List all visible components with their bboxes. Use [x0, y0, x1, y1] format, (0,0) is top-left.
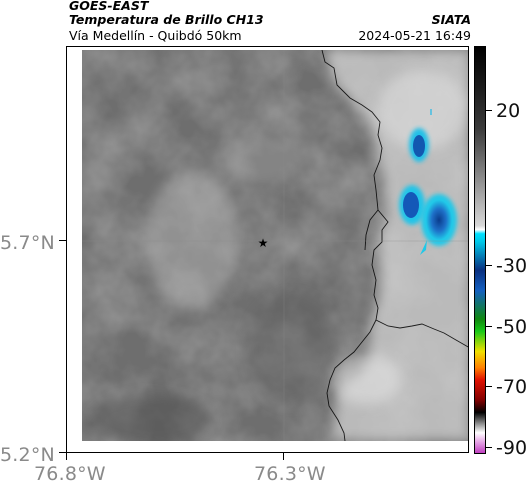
colorbar-label: -90 [496, 437, 526, 459]
colorbar-label: -30 [496, 255, 526, 277]
colorbar-label: -70 [496, 376, 526, 398]
brightness-temperature-image: ★ [82, 50, 468, 441]
x-tick-label: 76.3°W [254, 463, 326, 485]
colorbar-label: -50 [496, 316, 526, 338]
x-tick-mark [66, 453, 67, 460]
timestamp-label: 2024-05-21 16:49 [358, 28, 471, 43]
star-icon[interactable]: ★ [258, 236, 269, 250]
y-tick-mark [59, 452, 66, 453]
colorbar-tick [486, 447, 492, 448]
colorbar [474, 46, 486, 454]
satellite-map[interactable]: ★ [66, 46, 469, 453]
y-tick-label: 5.2°N [0, 444, 55, 466]
colorbar-label: 20 [496, 100, 521, 122]
x-tick-mark [283, 453, 284, 460]
product-title: Temperatura de Brillo CH13 [69, 12, 264, 27]
colorbar-tick [486, 265, 492, 266]
organization-label: SIATA [431, 12, 471, 27]
colorbar-tick [486, 386, 492, 387]
colorbar-tick [486, 326, 492, 327]
route-subtitle: Vía Medellín - Quibdó 50km [69, 28, 242, 43]
colorbar-tick [486, 110, 492, 111]
x-tick-label: 76.8°W [34, 463, 106, 485]
satellite-title: GOES-EAST [69, 0, 149, 13]
y-tick-label: 5.7°N [0, 232, 55, 254]
y-tick-mark [59, 240, 66, 241]
